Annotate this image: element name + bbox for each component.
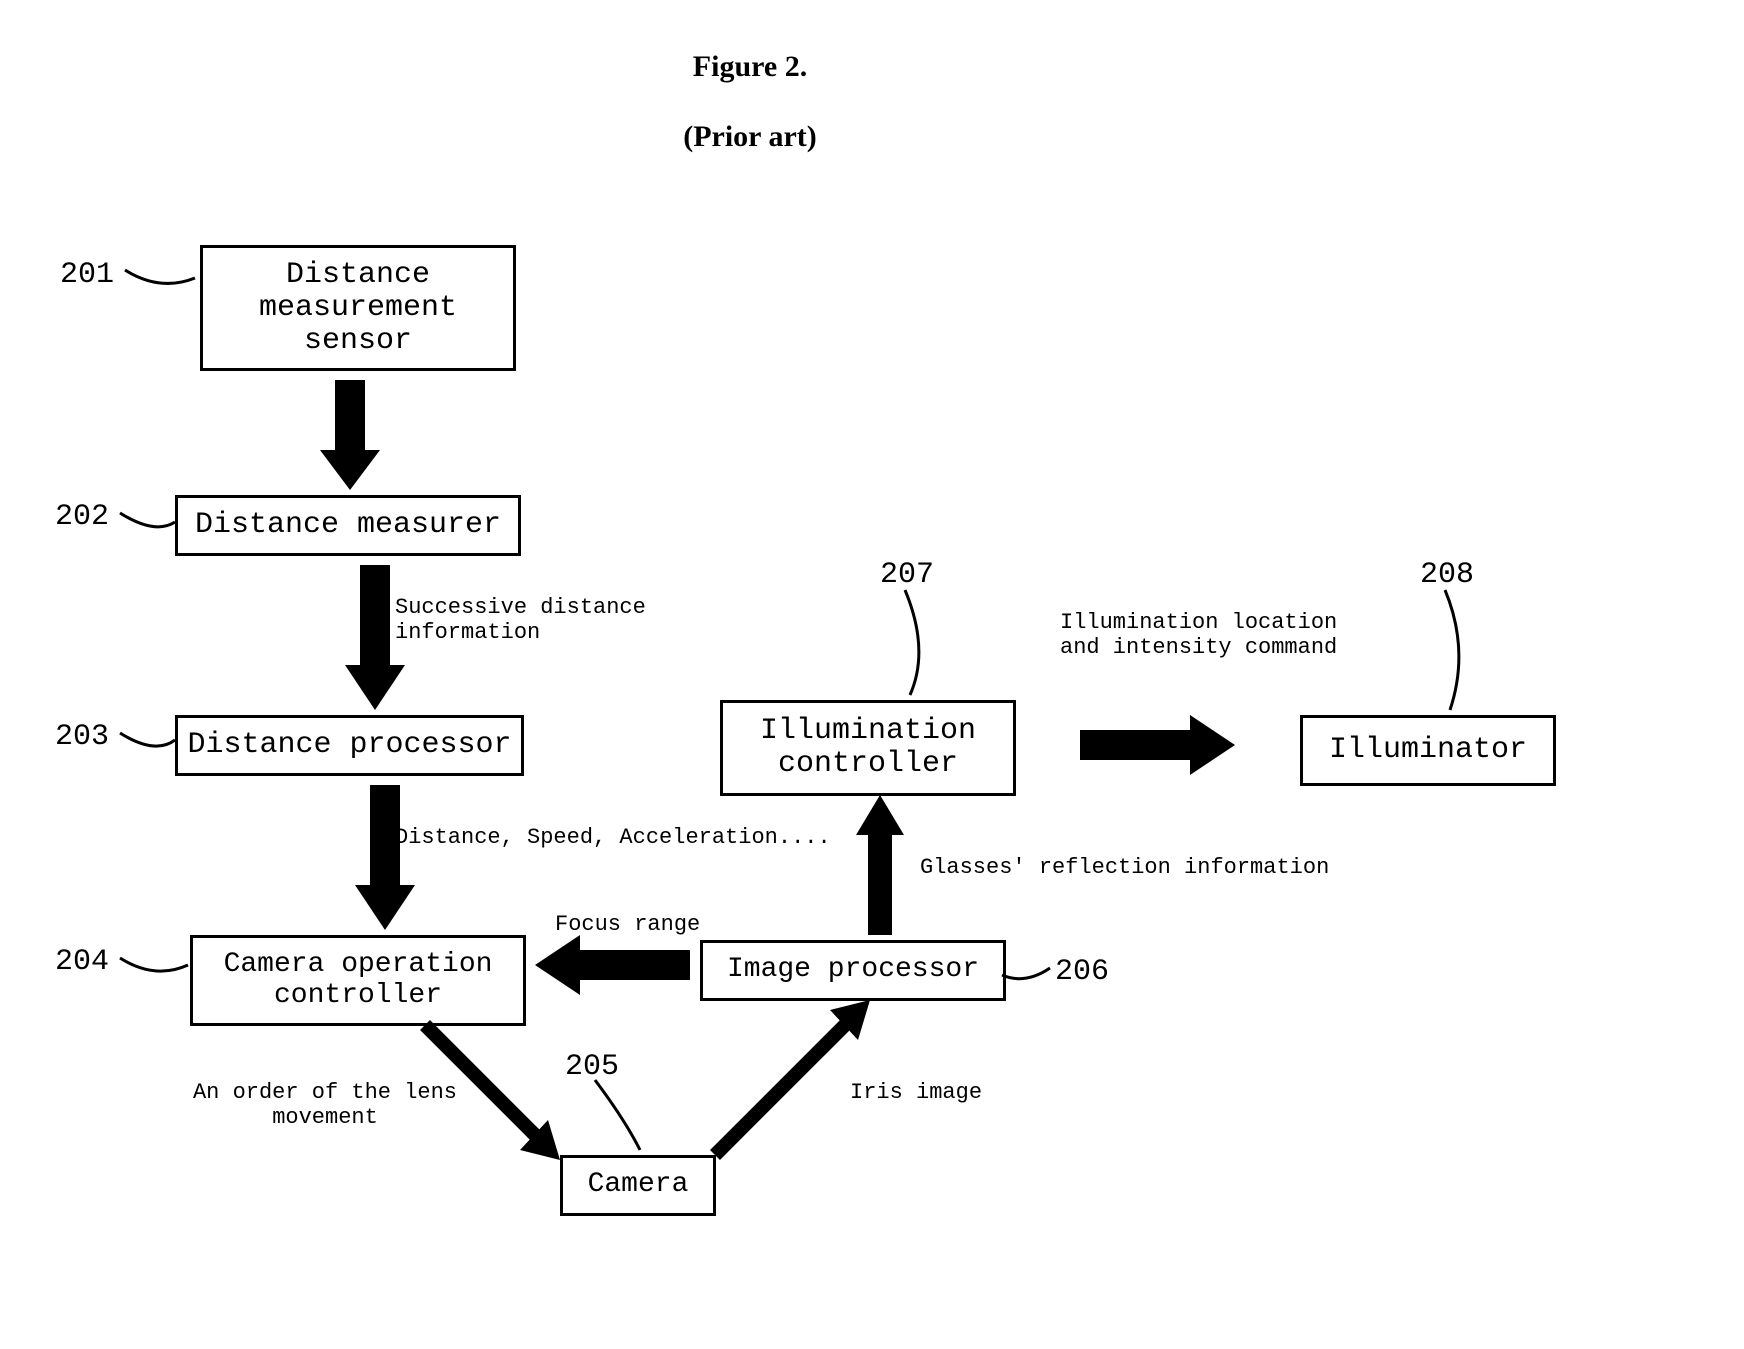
ref-204: 204 <box>55 945 109 979</box>
label-distance-speed-accel: Distance, Speed, Acceleration.... <box>395 825 831 850</box>
ref-207: 207 <box>880 558 934 592</box>
leader-205 <box>595 1080 640 1150</box>
ref-203: 203 <box>55 720 109 754</box>
label-iris-image: Iris image <box>850 1080 982 1105</box>
leader-206 <box>1002 968 1050 979</box>
node-camera: Camera <box>560 1155 716 1216</box>
figure-title: Figure 2. <box>650 50 850 84</box>
ref-201: 201 <box>60 258 114 292</box>
arrow-206-to-204 <box>535 935 690 995</box>
arrow-205-to-206 <box>715 1000 870 1155</box>
arrow-201-to-202 <box>320 380 380 490</box>
ref-208: 208 <box>1420 558 1474 592</box>
figure-subtitle: (Prior art) <box>640 120 860 154</box>
node-illumination-controller: Illumination controller <box>720 700 1016 796</box>
ref-205: 205 <box>565 1050 619 1084</box>
arrow-203-to-204 <box>355 785 415 930</box>
arrows-overlay <box>0 0 1744 1349</box>
arrow-206-to-207 <box>856 795 904 935</box>
label-successive-distance: Successive distance information <box>395 595 646 646</box>
arrow-207-to-208 <box>1080 715 1235 775</box>
leader-208 <box>1445 590 1459 710</box>
node-distance-processor: Distance processor <box>175 715 524 776</box>
node-illuminator: Illuminator <box>1300 715 1556 786</box>
node-camera-operation-controller: Camera operation controller <box>190 935 526 1026</box>
label-illumination-command: Illumination location and intensity comm… <box>1060 610 1337 661</box>
label-glasses-reflection: Glasses' reflection information <box>920 855 1329 880</box>
label-focus-range: Focus range <box>555 912 700 937</box>
diagram-canvas: Figure 2. (Prior art) Distance measureme… <box>0 0 1744 1349</box>
leader-201 <box>125 270 195 283</box>
leader-207 <box>905 590 919 695</box>
ref-202: 202 <box>55 500 109 534</box>
ref-206: 206 <box>1055 955 1109 989</box>
node-distance-measurement-sensor: Distance measurement sensor <box>200 245 516 371</box>
node-image-processor: Image processor <box>700 940 1006 1001</box>
leader-204 <box>120 958 188 971</box>
label-lens-order: An order of the lens movement <box>175 1080 475 1131</box>
node-distance-measurer: Distance measurer <box>175 495 521 556</box>
leader-203 <box>120 733 175 746</box>
leader-202 <box>120 513 175 527</box>
